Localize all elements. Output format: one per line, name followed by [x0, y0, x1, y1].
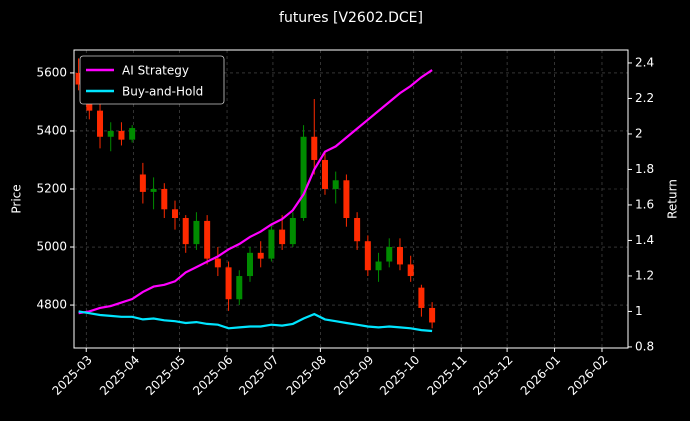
y-tick-label: 5400: [36, 123, 67, 137]
y2-tick-label: 1: [635, 304, 643, 318]
candle-body: [236, 276, 243, 300]
y2-tick-label: 2.4: [635, 55, 654, 69]
candle-body: [150, 188, 157, 192]
candle-body: [429, 307, 436, 323]
plot-frame: [73, 49, 629, 349]
candle-body: [418, 287, 425, 308]
candle-body: [354, 218, 361, 242]
legend: AI Strategy Buy-and-Hold: [79, 55, 225, 105]
candle-body: [300, 136, 307, 219]
series-line: [78, 310, 433, 333]
candle-body: [129, 128, 136, 140]
candle-body: [182, 218, 189, 245]
candle-body: [279, 229, 286, 245]
candle-body: [321, 159, 328, 189]
legend-label: AI Strategy: [122, 64, 189, 78]
candle-body: [257, 252, 264, 259]
candle-body: [204, 220, 211, 259]
candle-body: [332, 180, 339, 189]
candle-body: [268, 229, 275, 259]
y-tick-label: 5200: [36, 181, 67, 195]
legend-box: [79, 55, 225, 105]
candle-body: [225, 267, 232, 300]
y2-tick-label: 1.2: [635, 268, 654, 282]
candle-body: [375, 261, 382, 271]
candle-body: [193, 220, 200, 245]
candle-body: [386, 247, 393, 262]
y-axis-label: Price: [10, 184, 24, 213]
chart-title: futures [V2602.DCE]: [279, 10, 423, 26]
y-tick-label: 5000: [36, 240, 67, 254]
candle-body: [139, 174, 146, 192]
y-tick-label: 4800: [36, 298, 67, 312]
candle-body: [289, 218, 296, 245]
y2-tick-label: 1.8: [635, 162, 654, 176]
y2-tick-label: 0.8: [635, 339, 654, 353]
candle-body: [172, 209, 179, 219]
candle-body: [75, 72, 82, 85]
candle-body: [407, 264, 414, 277]
candle-body: [311, 136, 318, 160]
candle-body: [343, 180, 350, 219]
candle-body: [214, 258, 221, 268]
candle-body: [118, 130, 125, 140]
y2-tick-label: 1.4: [635, 233, 654, 247]
y-tick-label: 5600: [36, 65, 67, 79]
candle-body: [107, 130, 114, 137]
y2-tick-label: 1.6: [635, 197, 654, 211]
series-line: [78, 69, 433, 315]
candle-body: [97, 110, 104, 137]
candle-body: [246, 252, 253, 277]
candle-body: [161, 188, 168, 210]
candle-body: [364, 241, 371, 271]
y2-axis-label: Return: [666, 179, 680, 219]
legend-label: Buy-and-Hold: [122, 85, 203, 99]
y2-tick-label: 2: [635, 126, 643, 140]
candle-body: [396, 247, 403, 265]
y2-tick-label: 2.2: [635, 91, 654, 105]
